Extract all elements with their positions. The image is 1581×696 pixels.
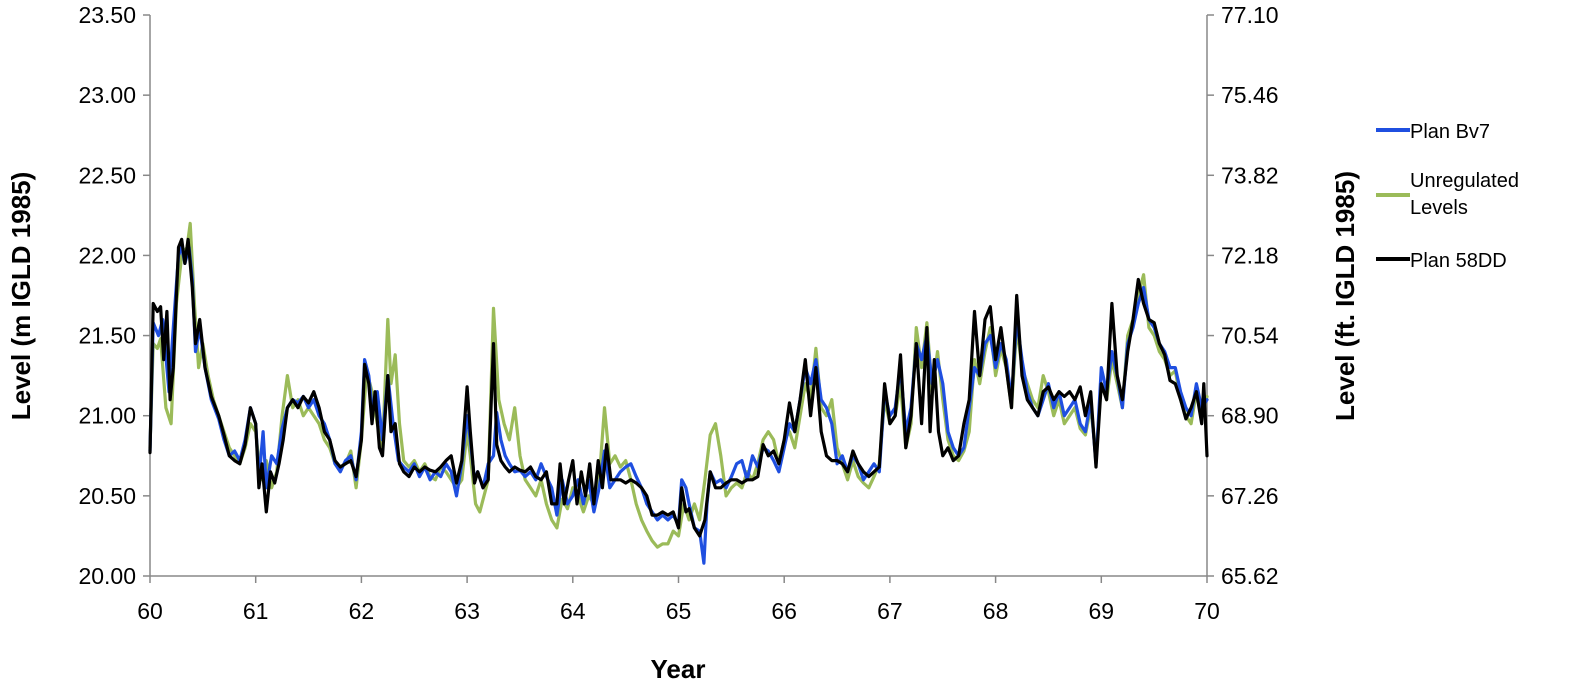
y2-tick-label: 77.10 xyxy=(1221,2,1279,28)
x-tick-label: 70 xyxy=(1194,598,1220,624)
x-tick-label: 67 xyxy=(877,598,903,624)
y2-tick-label: 70.54 xyxy=(1221,323,1279,349)
x-tick-label: 65 xyxy=(666,598,692,624)
series-line-plan-bv7 xyxy=(148,245,1209,565)
y-tick-label: 20.50 xyxy=(78,483,136,509)
y-tick-label: 23.50 xyxy=(78,2,136,28)
legend: Plan Bv7 Unregulated Levels Plan 58DD xyxy=(1376,121,1519,272)
legend-label: Levels xyxy=(1410,197,1468,219)
y-tick-label: 21.00 xyxy=(78,403,136,429)
y2-tick-label: 67.26 xyxy=(1221,483,1279,509)
series-line-plan-58dd xyxy=(148,237,1209,538)
axes-layer: 20.00 20.50 21.00 21.50 22.00 22.50 23.00 23.50… xyxy=(78,2,1278,624)
x-tick-label: 66 xyxy=(771,598,797,624)
legend-item: Plan Bv7 xyxy=(1376,121,1490,143)
y2-tick-label: 68.90 xyxy=(1221,403,1279,429)
legend-label: Unregulated xyxy=(1410,170,1519,192)
legend-item: Unregulated Levels xyxy=(1376,170,1519,219)
y2-tick-label: 75.46 xyxy=(1221,82,1279,108)
y2-tick-label: 73.82 xyxy=(1221,162,1279,188)
y-axis-title: Level (m IGLD 1985) xyxy=(6,172,36,421)
series-layer xyxy=(148,221,1209,565)
legend-item: Plan 58DD xyxy=(1376,250,1507,272)
y-tick-label: 22.50 xyxy=(78,162,136,188)
legend-label: Plan Bv7 xyxy=(1410,121,1490,143)
x-tick-label: 62 xyxy=(349,598,375,624)
y-tick-label: 21.50 xyxy=(78,323,136,349)
x-tick-label: 61 xyxy=(243,598,269,624)
x-axis-title: Year xyxy=(651,654,706,684)
x-tick-label: 64 xyxy=(560,598,586,624)
y2-tick-label: 65.62 xyxy=(1221,563,1279,589)
y-tick-label: 23.00 xyxy=(78,82,136,108)
legend-label: Plan 58DD xyxy=(1410,250,1507,272)
x-tick-label: 60 xyxy=(137,598,163,624)
x-tick-label: 68 xyxy=(983,598,1009,624)
y-tick-label: 20.00 xyxy=(78,563,136,589)
y-tick-label: 22.00 xyxy=(78,242,136,268)
x-tick-label: 63 xyxy=(454,598,480,624)
y2-axis-title: Level (ft. IGLD 1985) xyxy=(1330,171,1360,421)
y2-tick-label: 72.18 xyxy=(1221,242,1279,268)
x-tick-label: 69 xyxy=(1089,598,1115,624)
